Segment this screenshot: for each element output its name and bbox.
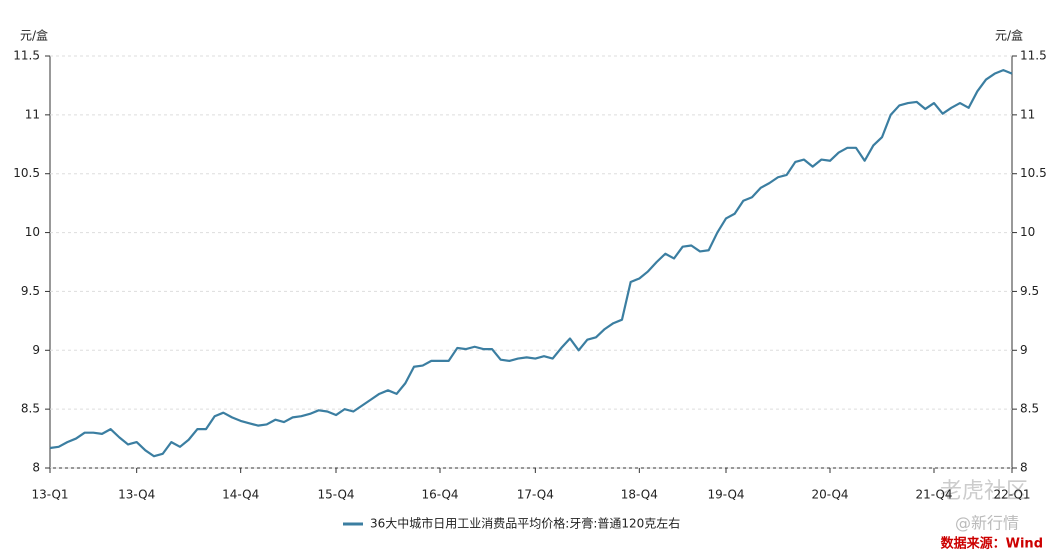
line-series [49, 69, 1013, 458]
x-tick-label: 18-Q4 [621, 488, 658, 502]
y2-tick-label: 8 [1020, 461, 1028, 475]
y-unit-right: 元/盒 [995, 28, 1023, 43]
x-tick-label: 15-Q4 [317, 488, 354, 502]
y-tick-label: 10.5 [13, 166, 40, 180]
x-tick-label: 19-Q4 [707, 488, 744, 502]
source: 数据来源：Wind [941, 536, 1043, 552]
y2-tick-label: 8.5 [1020, 402, 1039, 416]
x-tick-label: 13-Q1 [31, 488, 68, 502]
legend-label: 36大中城市日用工业消费品平均价格:牙膏:普通120克左右 [370, 516, 680, 531]
watermark: @新行情 [955, 514, 1019, 533]
x-tick-label: 14-Q4 [222, 488, 259, 502]
x-tick-label: 21-Q4 [915, 488, 952, 502]
y2-tick-label: 9.5 [1020, 284, 1039, 298]
x-tick-label: 13-Q4 [118, 488, 155, 502]
y-unit-left: 元/盒 [20, 28, 48, 43]
y-tick-label: 9.5 [21, 284, 40, 298]
y-tick-label: 11 [25, 107, 40, 121]
x-tick-label: 22-Q1 [993, 488, 1030, 502]
y-tick-label: 10 [25, 225, 40, 239]
y2-tick-label: 10.5 [1020, 166, 1047, 180]
y2-tick-label: 11 [1020, 107, 1035, 121]
y2-tick-label: 10 [1020, 225, 1035, 239]
x-tick-label: 20-Q4 [811, 488, 848, 502]
x-tick-label: 16-Q4 [421, 488, 458, 502]
watermark: 老虎社区 [940, 479, 1028, 504]
y-tick-label: 8.5 [21, 402, 40, 416]
y2-tick-label: 11.5 [1020, 49, 1047, 63]
x-tick-label: 17-Q4 [517, 488, 554, 502]
y2-tick-label: 9 [1020, 343, 1028, 357]
y-tick-label: 9 [32, 343, 40, 357]
y-tick-label: 11.5 [13, 49, 40, 63]
y-tick-label: 8 [32, 461, 40, 475]
